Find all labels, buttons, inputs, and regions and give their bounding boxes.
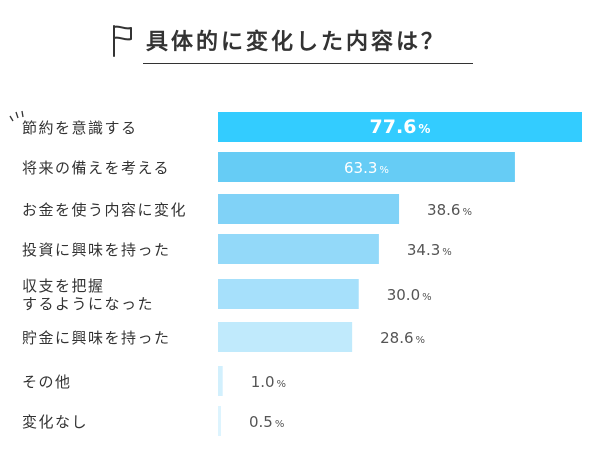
category-label-4-1: するようになった [22,295,154,313]
bar-3 [218,234,379,264]
value-label-2: 38.6% [427,201,472,219]
value-unit-4: % [422,292,432,303]
value-label-6: 1.0% [251,373,286,391]
value-unit-0: % [418,122,430,136]
category-label-4-0: 収支を把握 [22,277,105,295]
bar-7 [218,406,221,436]
bar-4 [218,279,359,309]
value-label-7: 0.5% [249,413,284,431]
title-underline [143,63,473,64]
flag-icon [113,25,132,57]
category-label-2: お金を使う内容に変化 [22,201,187,219]
value-unit-2: % [462,207,472,218]
bar-0 [218,112,582,142]
accent-marks [9,110,24,122]
category-label-0: 節約を意識する [22,119,138,137]
title-area: 具体的に変化した内容は？ [0,0,600,80]
value-unit-1: % [379,165,389,176]
value-label-3: 34.3% [407,241,452,259]
category-label-5: 貯金に興味を持った [22,329,171,347]
bar-5 [218,322,353,352]
category-label-7: 変化なし [22,413,88,431]
chart-title: 具体的に変化した内容は？ [146,30,447,55]
category-label-6: その他 [22,373,72,391]
category-label-1: 将来の備えを考える [22,159,170,177]
bar-2 [218,194,400,224]
value-label-0: 77.6% [370,116,431,138]
value-unit-5: % [416,335,426,346]
value-unit-6: % [277,379,287,390]
value-unit-3: % [442,247,452,258]
value-unit-7: % [275,419,285,430]
bar-1 [218,152,515,182]
value-label-4: 30.0% [387,286,432,304]
bar-6 [218,366,223,396]
value-label-5: 28.6% [380,329,425,347]
category-label-3: 投資に興味を持った [22,241,171,259]
